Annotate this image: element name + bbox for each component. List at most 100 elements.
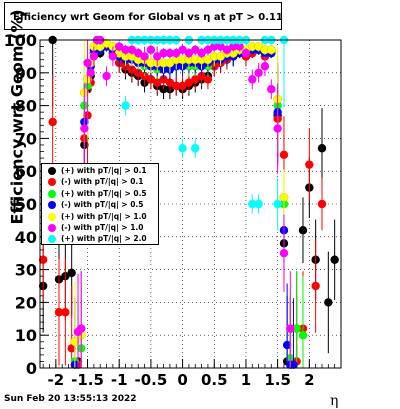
data-point bbox=[203, 75, 213, 84]
data-point bbox=[108, 52, 118, 61]
data-point bbox=[134, 48, 143, 58]
data-point bbox=[311, 281, 320, 291]
legend-label: (+) with pT/|q| > 1.0 bbox=[61, 211, 147, 221]
data-point bbox=[248, 75, 257, 84]
legend-entry: (-) with pT/|q| > 0.5 bbox=[42, 200, 158, 211]
data-point bbox=[121, 45, 130, 55]
legend-label: (-) with pT/|q| > 0.5 bbox=[61, 200, 144, 210]
legend-marker bbox=[48, 201, 56, 210]
data-point bbox=[89, 52, 99, 61]
y-tick-label: 100 bbox=[4, 31, 37, 50]
data-point bbox=[83, 58, 92, 68]
x-tick-label: 1 bbox=[241, 371, 251, 389]
x-tick-label: 2 bbox=[304, 371, 314, 389]
legend-label: (-) with pT/|q| > 0.1 bbox=[61, 177, 144, 187]
data-point bbox=[197, 48, 206, 58]
x-tick-label: -2 bbox=[48, 371, 65, 389]
plot-frame bbox=[39, 39, 342, 369]
data-point bbox=[254, 68, 263, 78]
data-point bbox=[146, 75, 156, 84]
data-point bbox=[153, 78, 162, 87]
y-tick-label: 50 bbox=[15, 195, 37, 214]
x-tick-label: 1.5 bbox=[264, 371, 291, 389]
data-point bbox=[286, 324, 295, 333]
data-point bbox=[127, 45, 137, 55]
data-point bbox=[273, 124, 282, 133]
chart-title-box: Efficiency wrt Geom for Global vs η at p… bbox=[4, 2, 283, 30]
data-point bbox=[191, 75, 200, 84]
data-point bbox=[184, 48, 194, 58]
y-tick-label: 10 bbox=[15, 326, 37, 345]
data-point bbox=[159, 48, 168, 58]
data-point bbox=[210, 42, 219, 51]
chart-title: Efficiency wrt Geom for Global vs η at p… bbox=[13, 12, 283, 23]
y-tick-label: 40 bbox=[15, 228, 37, 247]
data-point bbox=[282, 340, 292, 350]
data-point bbox=[191, 144, 200, 153]
data-point bbox=[260, 62, 270, 71]
legend-label: (+) with pT/|q| > 0.1 bbox=[61, 166, 147, 175]
x-tick-label: 0.5 bbox=[201, 371, 228, 389]
data-point bbox=[67, 344, 76, 353]
data-point bbox=[80, 124, 89, 133]
data-point bbox=[86, 68, 95, 78]
y-tick-label: 70 bbox=[15, 129, 37, 148]
data-point bbox=[266, 45, 276, 55]
x-tick-label: -1.5 bbox=[71, 371, 104, 389]
x-tick-label: -0.5 bbox=[134, 371, 167, 389]
data-point bbox=[216, 42, 225, 51]
legend-marker bbox=[48, 235, 56, 244]
legend-entry: (+) with pT/|q| > 2.0 bbox=[42, 234, 158, 245]
y-tick-label: 90 bbox=[15, 64, 37, 83]
legend-entry: (+) with pT/|q| > 1.0 bbox=[42, 212, 158, 223]
legend: (+) with pT/|q| > 0.1 (-) with pT/|q| > 0… bbox=[41, 163, 159, 245]
data-point bbox=[172, 81, 181, 91]
data-point bbox=[317, 144, 327, 153]
data-point bbox=[273, 199, 282, 209]
data-point bbox=[279, 192, 289, 202]
data-point bbox=[146, 45, 156, 55]
y-tick-label: 60 bbox=[15, 162, 37, 181]
axis-ticks bbox=[40, 39, 336, 369]
x-tick-label: 0 bbox=[177, 371, 187, 389]
data-point bbox=[127, 65, 137, 74]
data-point bbox=[292, 324, 301, 333]
data-point bbox=[184, 78, 194, 87]
data-point bbox=[178, 81, 187, 91]
data-point bbox=[267, 85, 276, 94]
legend-marker bbox=[48, 178, 56, 187]
x-tick-label: -1 bbox=[111, 371, 128, 389]
data-point bbox=[279, 150, 289, 159]
data-point bbox=[102, 71, 111, 81]
data-point bbox=[54, 308, 64, 317]
legend-label: (+) with pT/|q| > 2.0 bbox=[61, 234, 147, 244]
data-point bbox=[289, 360, 298, 369]
data-point bbox=[298, 331, 308, 340]
legend-entry: (+) with pT/|q| > 0.1 bbox=[42, 166, 158, 177]
legend-marker bbox=[48, 167, 56, 175]
data-point bbox=[191, 45, 200, 55]
legend-entry: (+) with pT/|q| > 0.5 bbox=[42, 189, 158, 200]
series-5 bbox=[73, 35, 295, 368]
data-point bbox=[115, 42, 124, 51]
data-point bbox=[67, 268, 76, 278]
y-axis-label: Efficiency wrt Geom (%) bbox=[7, 9, 27, 225]
data-point bbox=[61, 308, 70, 317]
data-point bbox=[241, 48, 251, 58]
data-point bbox=[222, 45, 232, 55]
data-point bbox=[121, 101, 130, 110]
data-point bbox=[172, 48, 181, 58]
data-point bbox=[298, 226, 308, 235]
data-point bbox=[70, 337, 80, 347]
data-point bbox=[279, 249, 289, 258]
legend-label: (-) with pT/|q| > 1.0 bbox=[61, 223, 144, 232]
data-points bbox=[38, 35, 339, 369]
data-point bbox=[235, 42, 244, 51]
legend-marker bbox=[48, 189, 56, 198]
data-point bbox=[165, 48, 175, 58]
data-point bbox=[324, 298, 333, 307]
data-point bbox=[76, 324, 86, 333]
y-tick-label: 0 bbox=[26, 359, 37, 378]
data-point bbox=[178, 144, 187, 153]
